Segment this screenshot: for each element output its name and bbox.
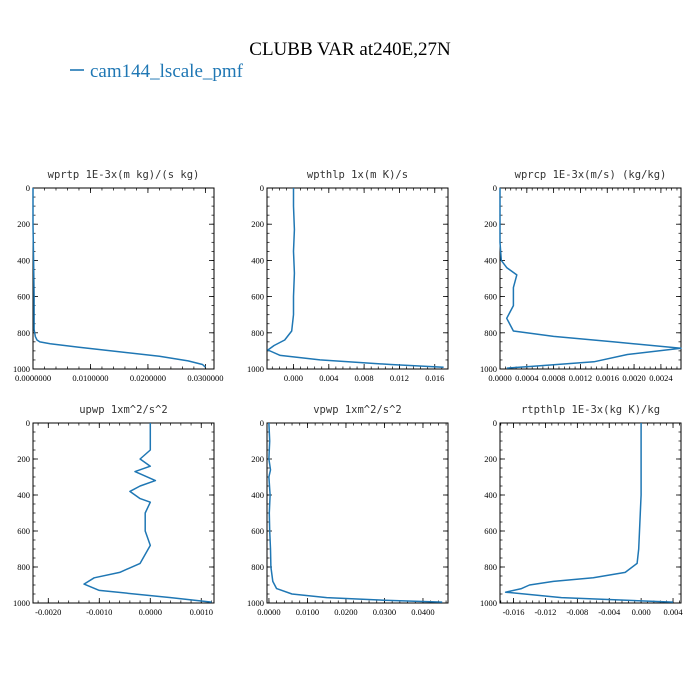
- panel-title: vpwp 1xm^2/s^2: [313, 404, 402, 416]
- x-tick-label: 0.0008: [542, 373, 565, 383]
- y-tick-label: 800: [484, 562, 497, 572]
- x-tick-label: 0.0200: [334, 607, 357, 617]
- y-tick-label: 1000: [247, 598, 264, 608]
- y-tick-label: 800: [251, 328, 264, 338]
- y-tick-label: 1000: [13, 364, 30, 374]
- y-tick-label: 1000: [480, 598, 497, 608]
- y-tick-label: 200: [251, 454, 264, 464]
- panels: wprtp 1E-3x(m kg)/(s kg) 0 200 400 600 800 100…: [13, 169, 683, 617]
- y-tick-label: 0: [493, 418, 497, 428]
- legend-label: cam144_lscale_pmf: [90, 61, 244, 82]
- panel-title: wpthlp 1x(m K)/s: [307, 169, 408, 181]
- x-tick-label: 0.0010: [190, 607, 213, 617]
- y-tick-label: 400: [17, 490, 30, 500]
- x-tick-label: 0.0004: [515, 373, 539, 383]
- x-tick-label: 0.0016: [596, 373, 619, 383]
- x-tick-label: 0.0200000: [130, 373, 166, 383]
- figure-title: CLUBB VAR at240E,27N: [249, 39, 451, 60]
- y-tick-label: 400: [17, 255, 30, 265]
- y-tick-label: 0: [26, 418, 30, 428]
- y-tick-label: 400: [251, 490, 264, 500]
- y-tick-label: 200: [251, 219, 264, 229]
- series-line: [83, 423, 212, 603]
- x-tick-label: 0.0000: [488, 373, 511, 383]
- x-tick-label: -0.016: [503, 607, 525, 617]
- y-tick-label: 0: [493, 183, 497, 193]
- axes-frame: [266, 422, 449, 604]
- y-tick-label: 800: [484, 328, 497, 338]
- x-tick-label: 0.0400: [411, 607, 434, 617]
- y-tick-label: 200: [17, 454, 30, 464]
- panel-4: upwp 1xm^2/s^2 0 200 400 600 800 1000 -0.0020 -0…: [13, 404, 215, 617]
- x-tick-label: -0.004: [598, 607, 621, 617]
- x-tick-label: 0.004: [319, 373, 339, 383]
- y-tick-label: 1000: [13, 598, 30, 608]
- y-tick-label: 200: [484, 219, 497, 229]
- x-tick-label: 0.016: [425, 373, 444, 383]
- axes-frame: [499, 422, 682, 604]
- axes-frame: [499, 187, 682, 370]
- panel-title: wprcp 1E-3x(m/s) (kg/kg): [515, 169, 667, 181]
- series-line: [504, 423, 674, 603]
- panel-title: upwp 1xm^2/s^2: [79, 404, 168, 416]
- x-tick-label: 0.0000: [257, 607, 280, 617]
- x-tick-label: -0.0020: [35, 607, 61, 617]
- x-tick-label: -0.0010: [86, 607, 112, 617]
- y-tick-label: 600: [251, 292, 264, 302]
- x-tick-label: 0.012: [390, 373, 409, 383]
- y-tick-label: 600: [484, 292, 497, 302]
- x-tick-label: 0.0000: [139, 607, 162, 617]
- y-tick-label: 200: [484, 454, 497, 464]
- y-tick-label: 1000: [247, 364, 264, 374]
- y-tick-label: 400: [484, 490, 497, 500]
- y-tick-label: 800: [251, 562, 264, 572]
- x-tick-label: 0.0100000: [72, 373, 108, 383]
- panel-3: wprcp 1E-3x(m/s) (kg/kg) 0 200 400 600 800 100…: [480, 169, 682, 383]
- panel-title: wprtp 1E-3x(m kg)/(s kg): [48, 169, 200, 181]
- series-line: [499, 188, 682, 369]
- x-tick-label: 0.0100: [296, 607, 319, 617]
- y-tick-label: 0: [260, 183, 264, 193]
- x-tick-label: 0.0000000: [15, 373, 51, 383]
- x-tick-label: 0.004: [663, 607, 683, 617]
- y-tick-label: 0: [26, 183, 30, 193]
- panel-6: rtpthlp 1E-3x(kg K)/kg02004006008001000-…: [480, 404, 683, 617]
- axes-frame: [32, 187, 215, 370]
- x-tick-label: 0.0012: [569, 373, 592, 383]
- series-line: [268, 422, 443, 603]
- x-tick-label: -0.012: [534, 607, 556, 617]
- x-tick-label: 0.0024: [649, 373, 673, 383]
- x-tick-label: 0.000: [632, 607, 651, 617]
- x-tick-label: 0.0300: [373, 607, 396, 617]
- y-tick-label: 400: [251, 255, 264, 265]
- y-tick-label: 600: [17, 292, 30, 302]
- panel-title: rtpthlp 1E-3x(kg K)/kg: [521, 404, 660, 416]
- y-tick-label: 400: [484, 255, 497, 265]
- y-tick-label: 1000: [480, 364, 497, 374]
- x-tick-label: 0.0300000: [187, 373, 223, 383]
- x-tick-label: 0.008: [355, 373, 374, 383]
- y-tick-label: 600: [484, 526, 497, 536]
- series-line: [32, 188, 206, 368]
- y-tick-label: 0: [260, 418, 264, 428]
- y-tick-label: 800: [17, 562, 30, 572]
- y-tick-label: 200: [17, 219, 30, 229]
- series-line: [267, 188, 444, 368]
- panel-1: wprtp 1E-3x(m kg)/(s kg) 0 200 400 600 800 100…: [13, 169, 223, 383]
- y-tick-label: 600: [251, 526, 264, 536]
- x-tick-label: 0.0020: [622, 373, 645, 383]
- panel-2: wpthlp 1x(m K)/s 0 200 400 600 800 1000 0.000 0.…: [247, 169, 449, 383]
- x-tick-label: -0.008: [566, 607, 588, 617]
- x-tick-label: 0.000: [284, 373, 303, 383]
- y-tick-label: 600: [17, 526, 30, 536]
- panel-5: vpwp 1xm^2/s^2 0 200 400 600 800 10000.0000 0.0…: [247, 404, 449, 617]
- y-tick-label: 800: [17, 328, 30, 338]
- axes-frame: [32, 422, 215, 604]
